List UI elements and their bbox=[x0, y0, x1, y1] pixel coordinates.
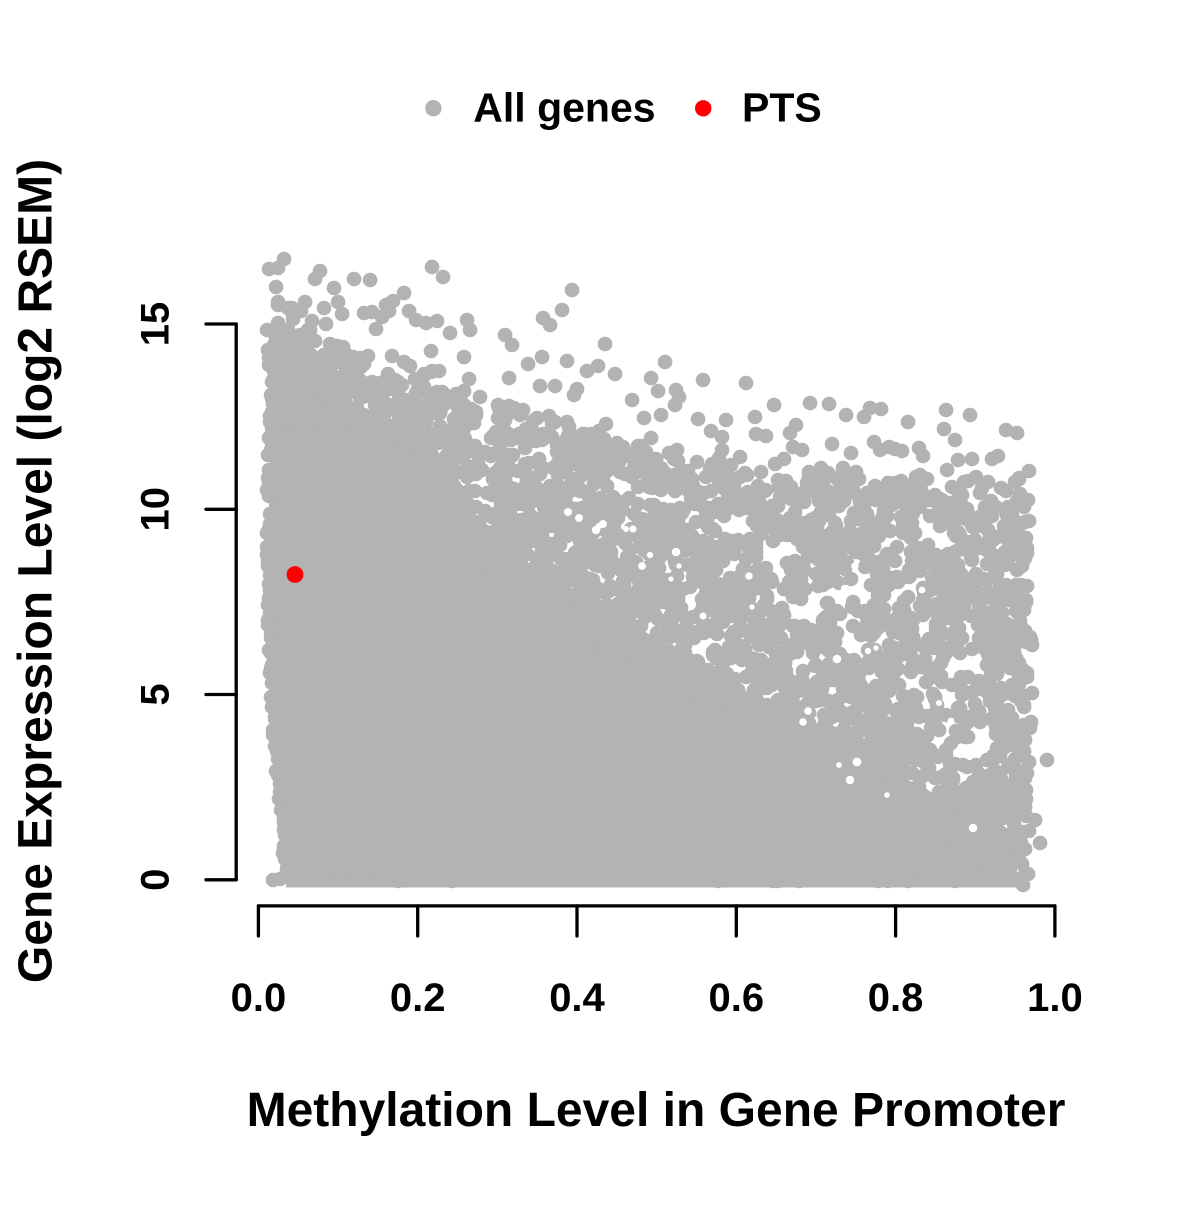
svg-text:0.6: 0.6 bbox=[708, 976, 764, 1020]
svg-text:Gene Expression Level (log2 RS: Gene Expression Level (log2 RSEM) bbox=[9, 159, 62, 983]
svg-text:PTS: PTS bbox=[742, 85, 822, 131]
svg-text:0: 0 bbox=[133, 869, 177, 891]
svg-text:Methylation Level in Gene Prom: Methylation Level in Gene Promoter bbox=[247, 1084, 1066, 1137]
svg-text:1.0: 1.0 bbox=[1027, 976, 1083, 1020]
svg-text:0.4: 0.4 bbox=[549, 976, 605, 1020]
svg-text:0.8: 0.8 bbox=[868, 976, 924, 1020]
svg-text:10: 10 bbox=[133, 487, 177, 532]
svg-text:15: 15 bbox=[133, 302, 177, 347]
svg-text:5: 5 bbox=[133, 683, 177, 705]
svg-text:0.0: 0.0 bbox=[231, 976, 287, 1020]
svg-text:0.2: 0.2 bbox=[390, 976, 446, 1020]
svg-text:All genes: All genes bbox=[473, 85, 655, 131]
